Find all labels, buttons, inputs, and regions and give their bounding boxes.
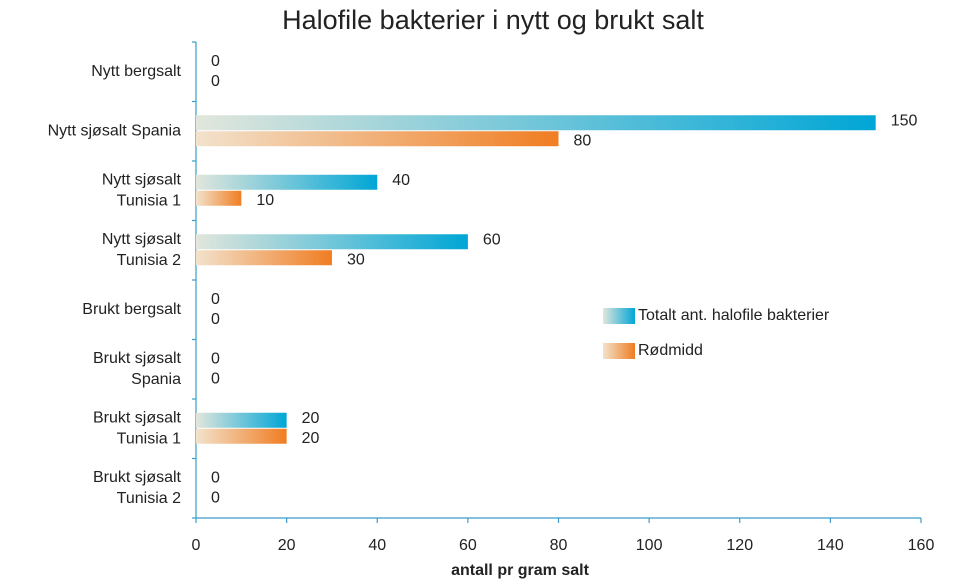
value-label: 0 — [211, 291, 220, 308]
y-tick-label: Brukt sjøsalt — [93, 350, 182, 367]
x-tick-label: 60 — [459, 537, 477, 554]
y-tick-label: Nytt sjøsalt — [102, 231, 182, 248]
value-label: 0 — [211, 370, 220, 387]
y-tick-label: Tunisia 1 — [117, 192, 181, 209]
x-tick-label: 140 — [817, 537, 844, 554]
x-tick-label: 100 — [636, 537, 663, 554]
value-label: 30 — [347, 251, 365, 268]
legend-label: Rødmidd — [638, 342, 703, 359]
bar — [196, 412, 287, 428]
y-tick-label: Brukt sjøsalt — [93, 469, 182, 486]
bar — [196, 234, 468, 250]
y-tick-label: Brukt bergsalt — [82, 301, 181, 318]
value-label: 0 — [211, 350, 220, 367]
y-tick-label: Brukt sjøsalt — [93, 409, 182, 426]
y-tick-label: Spania — [131, 371, 181, 388]
value-label: 20 — [302, 410, 320, 427]
x-tick-label: 40 — [368, 537, 386, 554]
x-tick-label: 80 — [550, 537, 568, 554]
value-label: 40 — [392, 172, 410, 189]
value-label: 10 — [256, 192, 274, 209]
x-tick-label: 20 — [278, 537, 296, 554]
y-tick-label: Nytt sjøsalt Spania — [48, 122, 181, 139]
value-label: 20 — [302, 430, 320, 447]
x-tick-label: 120 — [726, 537, 753, 554]
value-label: 80 — [574, 132, 592, 149]
value-label: 0 — [211, 311, 220, 328]
bar — [196, 131, 559, 147]
legend-swatch — [603, 308, 635, 324]
y-tick-label: Tunisia 2 — [117, 252, 181, 269]
legend-label: Totalt ant. halofile bakterier — [638, 307, 830, 324]
value-label: 0 — [211, 73, 220, 90]
y-tick-label: Nytt bergsalt — [91, 63, 181, 80]
y-tick-label: Tunisia 1 — [117, 430, 181, 447]
x-axis-label: antall pr gram salt — [451, 562, 589, 579]
bar — [196, 428, 287, 444]
bar — [196, 174, 378, 190]
bar — [196, 115, 876, 131]
y-tick-label: Nytt sjøsalt — [102, 171, 182, 188]
value-label: 0 — [211, 489, 220, 506]
y-tick-label: Tunisia 2 — [117, 490, 181, 507]
value-label: 0 — [211, 469, 220, 486]
value-label: 60 — [483, 231, 501, 248]
value-label: 150 — [891, 112, 918, 129]
value-label: 0 — [211, 53, 220, 70]
legend-swatch — [603, 343, 635, 359]
x-tick-label: 0 — [192, 537, 201, 554]
bar — [196, 250, 332, 266]
bar — [196, 190, 242, 206]
x-tick-label: 160 — [908, 537, 935, 554]
chart-title: Halofile bakterier i nytt og brukt salt — [282, 5, 704, 35]
